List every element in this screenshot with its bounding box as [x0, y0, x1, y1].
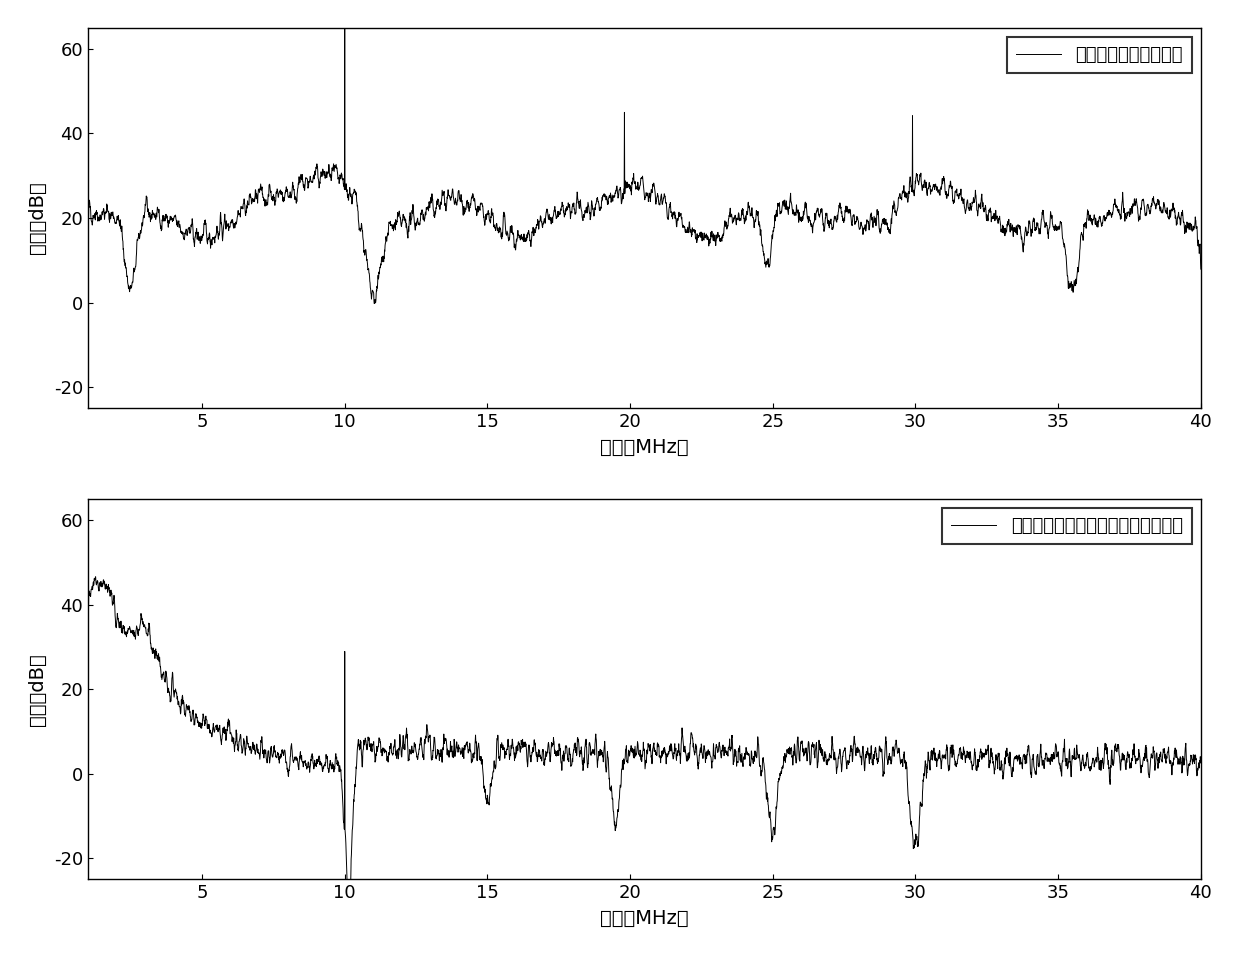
Y-axis label: 幅度（dB）: 幅度（dB） — [27, 182, 47, 254]
X-axis label: 频率（MHz）: 频率（MHz） — [600, 438, 688, 457]
Legend: 辐射干扰平滑滤波加权谐波抑制频谱: 辐射干扰平滑滤波加权谐波抑制频谱 — [942, 508, 1192, 544]
Y-axis label: 幅度（dB）: 幅度（dB） — [27, 653, 47, 726]
Legend: 辐射干扰测量信号频谱: 辐射干扰测量信号频谱 — [1007, 36, 1192, 73]
X-axis label: 频率（MHz）: 频率（MHz） — [600, 909, 688, 928]
